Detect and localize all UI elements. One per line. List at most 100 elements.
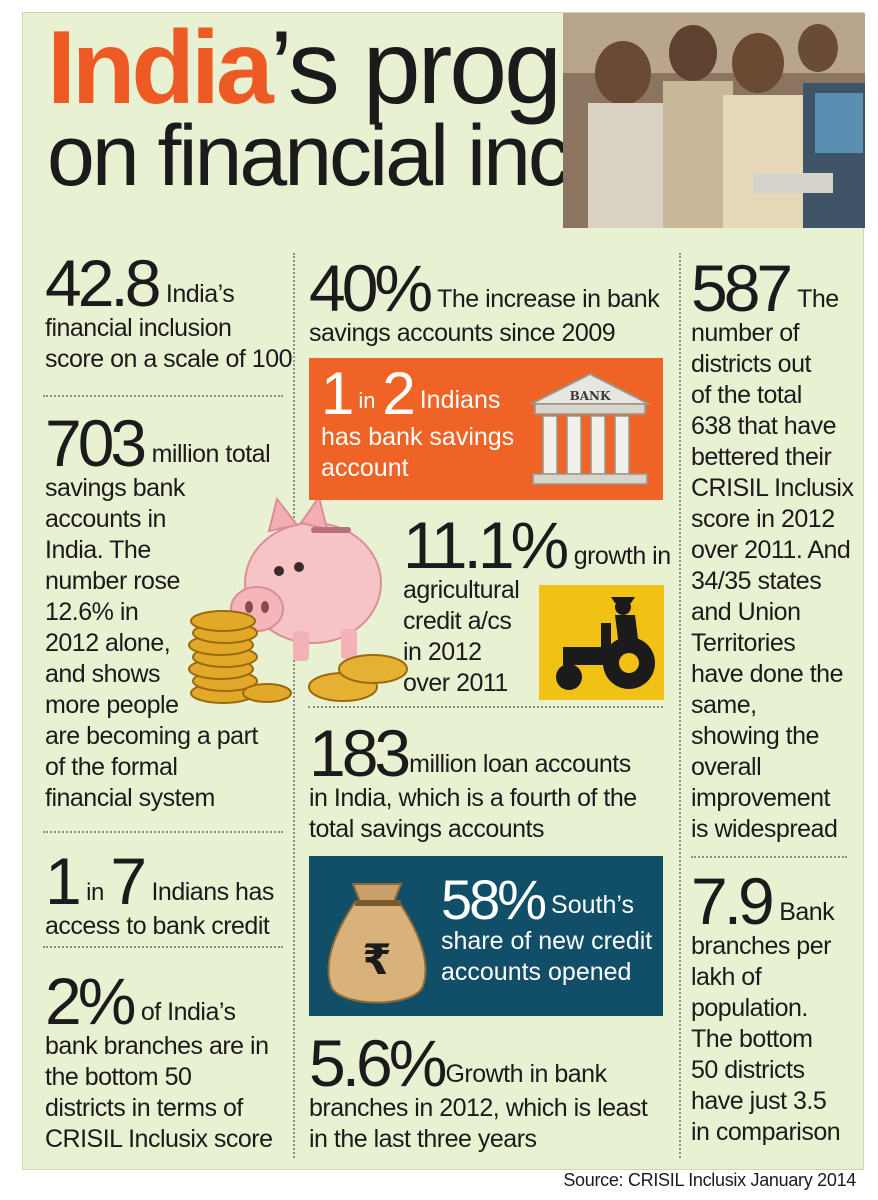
rupee-symbol: ₹ <box>362 935 391 984</box>
stat-per-lakh-line-1: lakh of <box>691 963 762 991</box>
stat-districts-line-16: is widespread <box>691 815 838 843</box>
stat-per-lakh-line-6: in comparison <box>691 1118 841 1146</box>
stat-branch-growth-text-c: in the last three years <box>309 1125 537 1153</box>
stat-loans-text-a: million loan accounts <box>409 750 631 778</box>
stat-bottom-number: 2% <box>45 964 136 1038</box>
stat-per-lakh-line-0: branches per <box>691 932 831 960</box>
stat-accounts-line-4: number rose <box>45 567 180 595</box>
tractor-icon <box>539 585 664 700</box>
coins-pile-icon <box>308 654 408 702</box>
villagers-photo <box>563 13 865 228</box>
stat-loans-text-c: total savings accounts <box>309 815 544 843</box>
stat-districts-line-1: districts out <box>691 350 811 378</box>
stat-agri-line-0: agricultural <box>403 576 520 604</box>
stat-per-lakh-text-a: Bank <box>779 898 835 926</box>
stat-districts-line-14: overall <box>691 753 762 781</box>
stat-per-lakh-line-2: population. <box>691 994 808 1022</box>
stat-bottom-line-1: bank branches are in <box>45 1032 269 1060</box>
stat-per-lakh-line-5: have just 3.5 <box>691 1087 827 1115</box>
stat-increase: 40% The increase in bank savings account… <box>309 255 660 349</box>
piggy-bank-icon <box>230 494 382 661</box>
stat-districts-line-11: have done the <box>691 660 843 688</box>
stat-districts-line-3: 638 that have <box>691 412 837 440</box>
infographic-panel: India’s progress on financial inclusion … <box>22 10 865 1170</box>
money-bag-icon: ₹ <box>327 883 427 1004</box>
one-in-two-text-b: has bank savings <box>321 423 515 451</box>
stat-per-lakh-line-3: The bottom <box>691 1025 813 1053</box>
south-share-box: ₹ 58% South’s share of new credit accoun… <box>309 856 663 1016</box>
column-divider-right <box>679 253 681 1158</box>
stat-per-lakh-line-4: 50 districts <box>691 1056 805 1084</box>
stat-districts-line-12: same, <box>691 691 757 719</box>
stat-agri-line-1: credit a/cs <box>403 607 512 635</box>
bank-sign-text: BANK <box>570 389 611 403</box>
one-in-two-n2: 2 <box>382 360 415 427</box>
stat-accounts-number: 703 <box>45 406 147 480</box>
stat-districts-line-6: score in 2012 <box>691 505 835 533</box>
stat-districts-number: 587 <box>691 251 793 325</box>
photo-illustration <box>563 13 865 228</box>
one-in-two-text-c: account <box>321 454 409 482</box>
stat-loans: 183million loan accounts in India, which… <box>309 720 637 845</box>
stat-districts-line-15: improvement <box>691 784 831 812</box>
stat-districts-line-8: 34/35 states <box>691 567 822 595</box>
stat-increase-text-a: The increase in bank <box>437 285 660 313</box>
stat-per-lakh-number: 7.9 <box>691 864 775 938</box>
stat-agri: 11.1% growth in agricultural credit a/cs… <box>403 512 671 699</box>
stat-accounts: 703 million total savings bank accounts … <box>45 410 271 814</box>
stat-score-text-a: India’s <box>165 280 235 308</box>
stat-districts-line-4: bettered their <box>691 443 832 471</box>
stat-credit-n1: 1 <box>45 844 82 918</box>
stat-agri-line-2: in 2012 <box>403 638 482 666</box>
stat-districts-line-7: over 2011. And <box>691 536 851 564</box>
stat-accounts-line-3: India. The <box>45 536 151 564</box>
stat-score-text-c: score on a scale of 100 <box>45 345 293 373</box>
stat-bottom-branches: 2% of India’s bank branches are in the b… <box>45 968 273 1155</box>
south-text-b: share of new credit <box>441 927 653 955</box>
stat-credit-text-a: Indians has <box>151 878 274 906</box>
stat-agri-text-a: growth in <box>573 542 671 570</box>
stat-accounts-line-8: more people <box>45 691 179 719</box>
stat-districts-text-a: The <box>797 285 839 313</box>
stat-bottom-line-0: of India’s <box>140 998 236 1026</box>
stat-increase-number: 40% <box>309 251 433 325</box>
stat-bottom-line-2: the bottom 50 <box>45 1063 192 1091</box>
stat-districts-line-10: Territories <box>691 629 796 657</box>
stat-accounts-line-5: 12.6% in <box>45 598 139 626</box>
stat-bottom-line-3: districts in terms of <box>45 1094 243 1122</box>
stat-loans-number: 183 <box>309 716 411 790</box>
coin-stack-icon <box>188 610 292 704</box>
stat-accounts-line-1: savings bank <box>45 474 185 502</box>
stat-loans-text-b: in India, which is a fourth of the <box>309 784 637 812</box>
stat-districts-line-2: of the total <box>691 381 802 409</box>
one-in-two-in: in <box>358 388 376 413</box>
stat-districts-line-13: showing the <box>691 722 819 750</box>
stat-credit-n2: 7 <box>110 844 147 918</box>
column-divider-left <box>293 253 295 1158</box>
stat-branch-growth-text-b: branches in 2012, which is least <box>309 1094 648 1122</box>
stat-districts-line-5: CRISIL Inclusix <box>691 474 854 502</box>
divider-left-1 <box>43 395 283 397</box>
divider-left-2 <box>43 831 283 833</box>
title-highlight: India <box>47 10 274 126</box>
stat-agri-line-3: over 2011 <box>403 669 508 697</box>
divider-right-1 <box>691 856 847 858</box>
stat-accounts-line-10: of the formal <box>45 753 178 781</box>
stat-accounts-line-11: financial system <box>45 784 215 812</box>
source-credit: Source: CRISIL Inclusix January 2014 <box>563 1170 856 1190</box>
stat-accounts-line-9: are becoming a part <box>45 722 258 750</box>
stat-score: 42.8 India’s financial inclusion score o… <box>45 250 293 375</box>
stat-agri-number: 11.1% <box>403 508 569 582</box>
stat-credit-in: in <box>86 879 104 906</box>
south-number: 58% <box>441 868 547 931</box>
stat-accounts-line-0: million total <box>151 440 271 468</box>
stat-score-number: 42.8 <box>45 246 161 320</box>
one-in-two-text-a: Indians <box>419 386 501 414</box>
stat-branch-growth-text-a: Growth in bank <box>445 1060 607 1088</box>
stat-credit-access: 1 in 7 Indians has access to bank credit <box>45 848 274 942</box>
stat-accounts-line-7: and shows <box>45 660 161 688</box>
south-text-c: accounts opened <box>441 958 632 986</box>
one-in-two-box: 1 in 2 Indians has bank savings account … <box>309 358 663 500</box>
stat-districts: 587 The number of districts out of the t… <box>691 255 854 845</box>
stat-branch-growth-number: 5.6% <box>309 1026 447 1100</box>
